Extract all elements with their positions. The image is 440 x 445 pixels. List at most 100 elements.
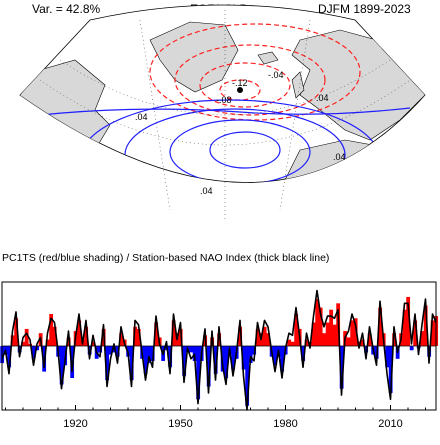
pc1-bar-1975 <box>266 333 271 346</box>
x-tick-label-2010: 2010 <box>378 418 402 430</box>
pc1-bar-2002 <box>360 339 365 346</box>
pc1-bar-1916 <box>59 346 64 385</box>
x-tick-label-1980: 1980 <box>273 418 297 430</box>
pc1-bar-1960 <box>213 346 218 374</box>
pc1-bar-1974 <box>262 326 267 346</box>
pc1-bar-1914 <box>52 326 57 346</box>
timeseries-chart: 1920 1950 1980 2010 <box>0 281 439 430</box>
pc1-bar-1923 <box>84 326 89 346</box>
pc1-bar-1921 <box>77 320 82 346</box>
pc1-bar-1940 <box>143 346 148 374</box>
pc1-bar-2003 <box>364 346 369 353</box>
pc1-bar-1982 <box>290 341 295 346</box>
pc1-bar-1992 <box>325 322 330 346</box>
pc1-bar-1985 <box>301 346 306 361</box>
pc1-bar-1930 <box>108 346 113 355</box>
season-range-label: DJFM 1899-2023 <box>318 2 411 16</box>
pc1-bar-1954 <box>192 346 197 361</box>
pc1-bar-1925 <box>91 341 96 346</box>
pc1-bar-1972 <box>255 328 260 346</box>
iceland-land <box>257 51 279 65</box>
pc1-bar-1951 <box>182 346 187 376</box>
plot-frame <box>1 281 437 411</box>
pc1-bar-1981 <box>287 339 292 346</box>
pc1-bar-2019 <box>420 331 425 346</box>
pc1-bar-1958 <box>206 346 211 387</box>
contour-label-neg12: -.12 <box>232 78 248 88</box>
pc1-bar-1929 <box>105 346 110 381</box>
pc1-bar-2004 <box>367 333 372 346</box>
pc1-bar-1948 <box>171 320 176 346</box>
pc1-bar-1998 <box>346 337 351 346</box>
pc1-bar-2016 <box>409 346 414 351</box>
pc1-bar-1989 <box>315 299 320 346</box>
pc1-bar-1969 <box>245 346 250 406</box>
pc1-bar-1955 <box>196 346 201 400</box>
pc1-bar-1938 <box>136 328 141 346</box>
british-isles-land <box>291 71 305 99</box>
pc1-bar-2014 <box>402 309 407 346</box>
pc1-bar-1909 <box>35 346 40 351</box>
pc1-bar-1931 <box>112 346 117 353</box>
pc1-bar-1963 <box>224 346 229 378</box>
pc1-bar-1979 <box>280 346 285 372</box>
pc1-bar-1971 <box>252 346 257 355</box>
pc1-bar-2000 <box>353 318 358 346</box>
pc1-bar-2009 <box>385 346 390 368</box>
pc1-bar-1901 <box>7 346 12 368</box>
pc1-bar-2020 <box>423 305 428 346</box>
pc1-bar-1961 <box>217 333 222 346</box>
pc1-bar-1968 <box>241 346 246 370</box>
low-center-marker <box>237 87 243 93</box>
variance-label: Var. = 42.8% <box>32 2 101 16</box>
pc1-bar-1912 <box>45 339 50 346</box>
pc1-bar-2017 <box>413 320 418 346</box>
nao-index-line <box>1 289 437 411</box>
x-tick-label-1950: 1950 <box>168 418 192 430</box>
timeseries-title: PC1TS (red/blue shading) / Station-based… <box>2 252 330 264</box>
pc1-bar-1991 <box>322 333 327 346</box>
pc1-bar-1953 <box>189 346 194 353</box>
pc1-bar-1993 <box>329 309 334 346</box>
pc1-bar-1986 <box>304 339 309 346</box>
pc1-bar-1905 <box>21 341 26 346</box>
contour-label-pos04-b: .04 <box>200 186 213 196</box>
pc1-bar-1913 <box>49 314 54 346</box>
pc1-bar-1977 <box>273 346 278 366</box>
pc1-bar-2015 <box>406 296 411 346</box>
pc1-bar-1943 <box>154 322 159 346</box>
contour-label-pos04-d: .04 <box>135 112 148 122</box>
pc1-bar-1996 <box>339 346 344 389</box>
pc1-bar-1967 <box>238 326 243 346</box>
pc1-bar-1919 <box>70 346 75 378</box>
contour-label-neg08: -.08 <box>216 95 232 105</box>
map-graticule <box>39 10 411 220</box>
pc1-bar-1941 <box>147 346 152 364</box>
pc1-bar-1999 <box>350 320 355 346</box>
pc1-bar-1933 <box>119 333 124 346</box>
pc1-bar-1936 <box>129 346 134 381</box>
pc1-bar-1965 <box>231 346 236 370</box>
pc1-bar-1983 <box>294 314 299 346</box>
contour-label-pos04-a: .04 <box>316 93 329 103</box>
pc1-bar-1908 <box>31 346 36 359</box>
contour-label-neg04: -.04 <box>268 70 284 80</box>
pc1-bar-2007 <box>378 307 383 346</box>
pc1-bar-2010 <box>388 346 393 393</box>
eof-map: -.08 -.04 .04 .04 .04 .04 -.12 <box>19 4 426 220</box>
contour-label-pos04-c: .04 <box>333 152 346 162</box>
x-tick-label-1920: 1920 <box>63 418 87 430</box>
pc1-bar-1990 <box>318 307 323 346</box>
pc1-bar-1906 <box>24 328 29 346</box>
pc1-bar-1902 <box>10 335 15 346</box>
pc1-bar-1937 <box>133 326 138 346</box>
pc1-bar-1970 <box>248 346 253 364</box>
pc1-bar-1994 <box>332 324 337 346</box>
pc1-bar-1988 <box>311 322 316 346</box>
pc1-bar-2022 <box>430 320 435 346</box>
pc1-bar-1947 <box>168 346 173 368</box>
timeseries-panel: 1920 1950 1980 2010 <box>0 262 440 440</box>
pc1-bar-1924 <box>87 346 92 355</box>
eof-map-panel: -.08 -.04 .04 .04 .04 .04 -.12 <box>19 4 426 220</box>
pc1-bar-1903 <box>14 318 19 346</box>
